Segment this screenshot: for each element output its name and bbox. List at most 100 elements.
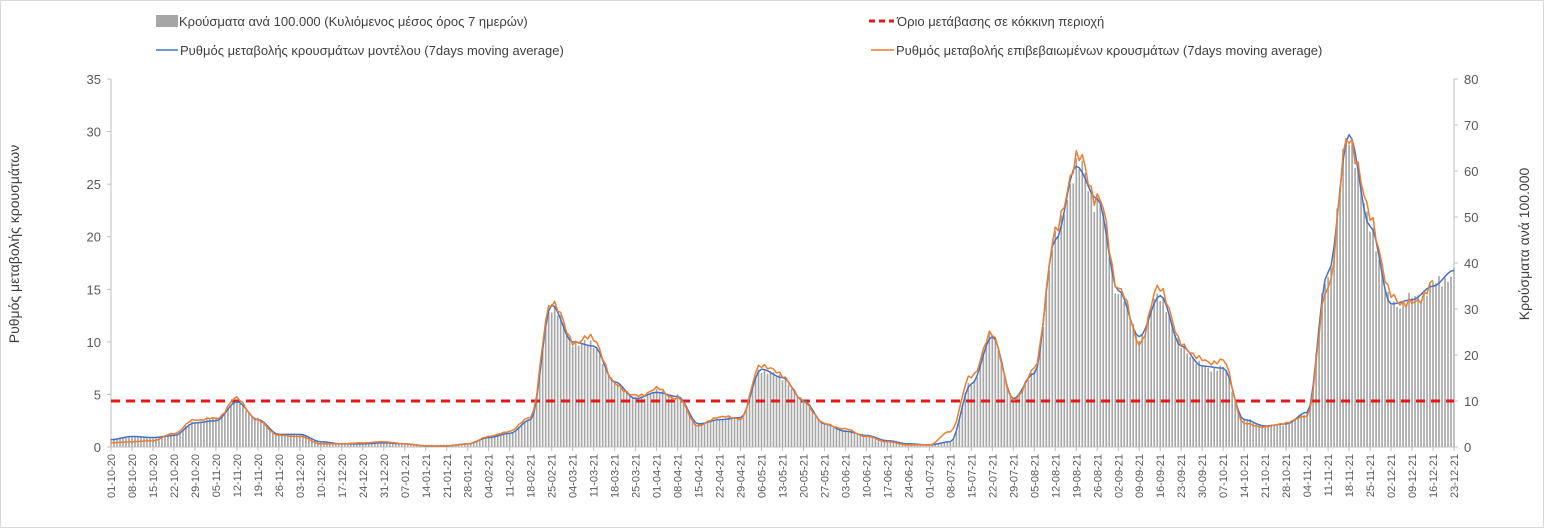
bar: [254, 418, 256, 447]
bar: [502, 433, 505, 447]
bar: [862, 435, 865, 447]
bar: [1369, 231, 1371, 447]
bar: [550, 312, 553, 447]
x-tick-label: 20-05-21: [799, 454, 811, 498]
bar: [299, 433, 301, 447]
bar: [1384, 290, 1386, 447]
bar: [1342, 148, 1344, 447]
bar: [463, 443, 466, 447]
bar: [224, 414, 226, 447]
bar: [1201, 366, 1204, 447]
bar: [1222, 366, 1224, 447]
bar: [364, 443, 367, 447]
bar: [559, 314, 562, 447]
bar: [688, 414, 691, 447]
bar: [721, 419, 724, 447]
bar: [385, 442, 388, 447]
x-tick-label: 03-12-20: [295, 454, 307, 498]
x-tick-label: 12-11-20: [232, 454, 244, 497]
right-axis-title: Κρούσματα ανά 100.000: [1516, 168, 1532, 321]
x-tick-label: 08-10-20: [127, 454, 139, 498]
bar: [317, 442, 319, 447]
bar: [1078, 169, 1081, 447]
bar: [838, 429, 841, 447]
bar: [850, 431, 853, 447]
bar: [724, 419, 727, 447]
bar: [469, 442, 472, 447]
bar: [1225, 370, 1227, 447]
bar: [1162, 297, 1165, 447]
bar: [1186, 353, 1189, 447]
bar: [532, 413, 535, 447]
bar: [892, 440, 895, 447]
right-tick-label: 0: [1464, 440, 1471, 455]
bar: [320, 442, 322, 447]
bar: [460, 443, 463, 447]
bar: [406, 443, 409, 447]
bar: [1084, 172, 1087, 447]
bar: [1141, 335, 1144, 447]
bar: [191, 421, 193, 447]
x-tick-label: 18-11-21: [1344, 454, 1356, 497]
x-tick-label: 27-05-21: [820, 454, 832, 498]
bar: [1288, 423, 1290, 447]
x-tick-label: 09-09-21: [1134, 454, 1146, 498]
x-tick-label: 04-02-21: [484, 454, 496, 498]
bar: [1291, 421, 1293, 447]
x-tick-label: 08-07-21: [945, 454, 957, 498]
bar: [523, 421, 526, 447]
bar: [1309, 406, 1311, 447]
bar: [988, 332, 991, 447]
bar: [167, 436, 169, 447]
bar: [314, 440, 316, 447]
bar: [170, 435, 172, 447]
bar: [311, 439, 313, 447]
bar: [263, 421, 265, 447]
bar: [1132, 323, 1135, 447]
bar: [230, 404, 232, 447]
bar: [871, 435, 874, 447]
bar: [967, 383, 970, 447]
bar: [1300, 414, 1302, 447]
bar: [880, 439, 883, 447]
right-tick-label: 70: [1464, 118, 1478, 133]
line-series: [110, 133, 1455, 447]
x-tick-label: 16-12-21: [1428, 454, 1440, 498]
bar: [1345, 137, 1347, 447]
bar: [679, 397, 682, 447]
bar: [475, 440, 478, 447]
bar: [152, 438, 154, 447]
bar: [1120, 294, 1123, 447]
bar: [1081, 160, 1084, 447]
bar: [388, 442, 391, 447]
bar: [637, 398, 640, 447]
x-tick-label: 10-06-21: [861, 454, 873, 498]
bar: [376, 442, 379, 447]
bar: [658, 392, 661, 447]
bar: [976, 377, 979, 447]
bar: [466, 443, 469, 447]
bar: [290, 434, 292, 447]
confirmed-rate-line: [110, 138, 1434, 447]
bar: [691, 418, 694, 447]
left-tick-label: 10: [87, 335, 101, 350]
x-tick-label: 25-03-21: [631, 454, 643, 498]
bar: [239, 403, 241, 447]
bar: [188, 424, 190, 447]
bar: [1093, 211, 1096, 447]
bar: [733, 417, 736, 447]
x-tick-label: 22-10-20: [169, 454, 181, 498]
bar: [242, 404, 244, 447]
bar: [1438, 276, 1440, 447]
bar: [1354, 167, 1356, 448]
legend-threshold-label: Όριο μετάβασης σε κόκκινη περιοχή: [896, 14, 1104, 29]
bar: [379, 442, 382, 447]
bar: [1375, 251, 1377, 447]
right-tick-label: 10: [1464, 394, 1478, 409]
bar: [1183, 345, 1186, 447]
bar: [403, 443, 406, 447]
bar: [1267, 426, 1269, 447]
x-tick-label: 17-06-21: [882, 454, 894, 498]
bar: [811, 411, 814, 447]
bar: [341, 443, 343, 447]
